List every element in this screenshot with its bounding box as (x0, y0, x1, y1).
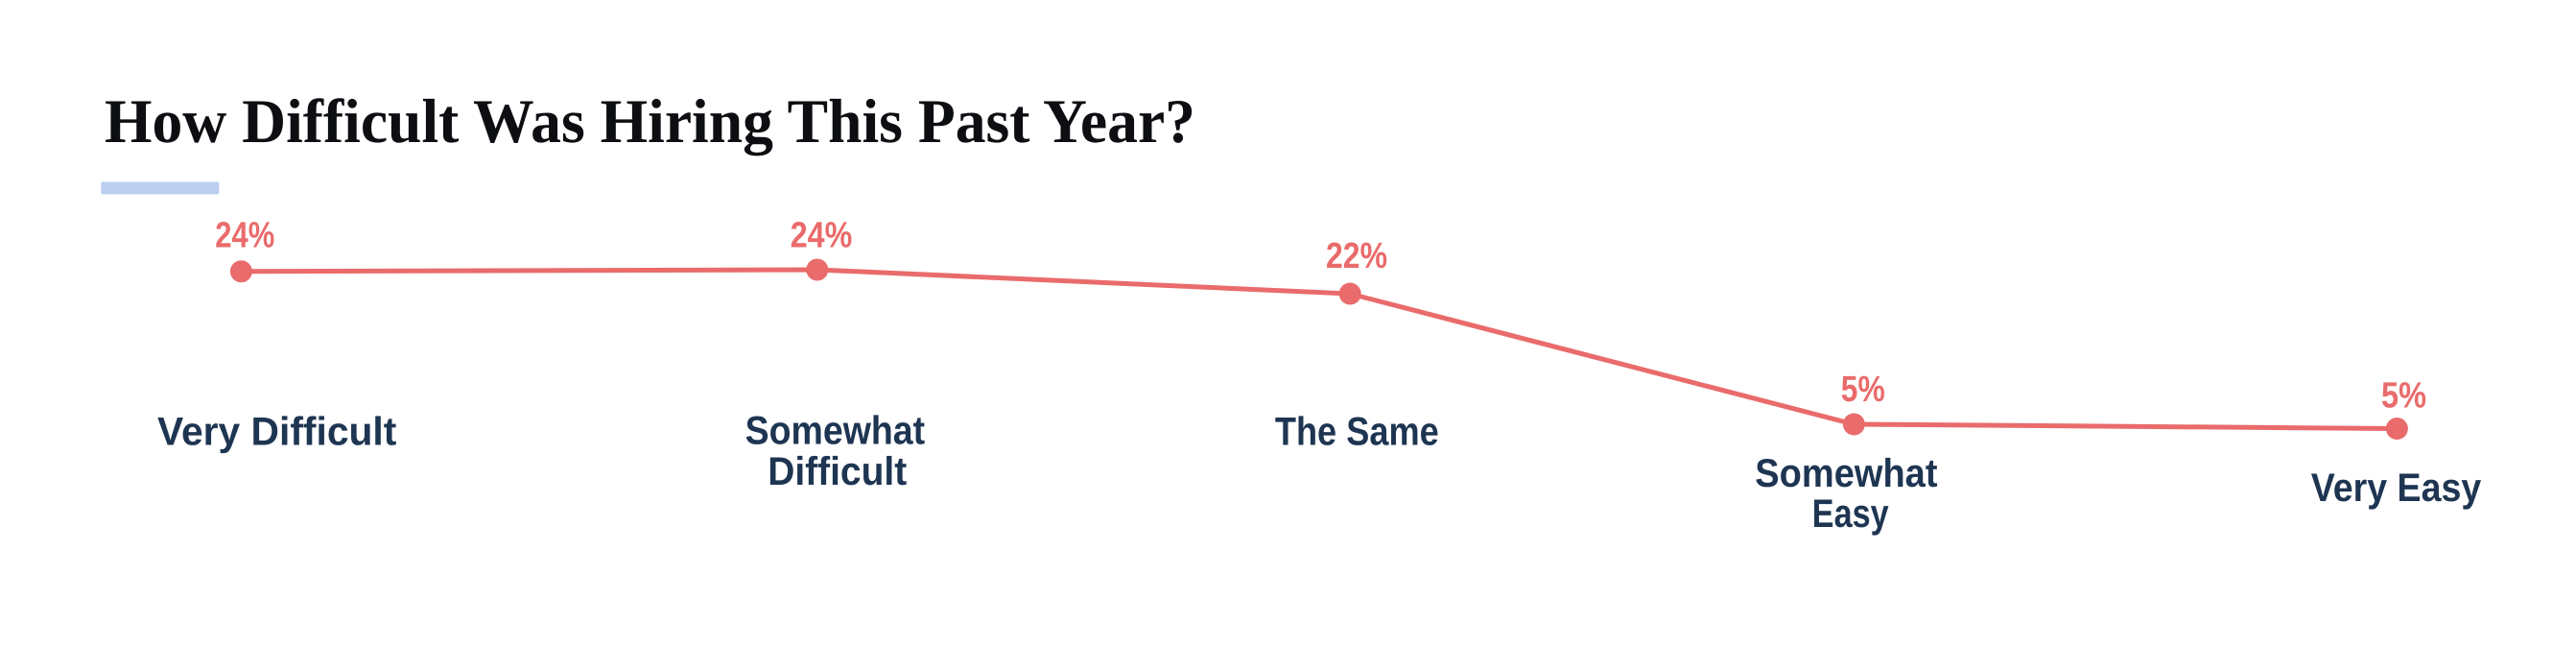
svg-text:Very Difficult: Very Difficult (157, 409, 396, 454)
svg-text:Somewhat: Somewhat (745, 408, 926, 453)
svg-text:22%: 22% (1326, 236, 1387, 276)
svg-text:5%: 5% (2381, 375, 2426, 416)
svg-text:Very Easy: Very Easy (2311, 465, 2481, 510)
svg-text:24%: 24% (791, 216, 853, 256)
svg-text:Difficult: Difficult (768, 448, 907, 493)
svg-text:How Difficult Was Hiring This: How Difficult Was Hiring This Past Year? (105, 87, 1195, 156)
svg-text:The Same: The Same (1275, 409, 1439, 454)
svg-text:Easy: Easy (1812, 490, 1889, 536)
svg-text:5%: 5% (1841, 370, 1885, 410)
svg-text:Somewhat: Somewhat (1755, 450, 1937, 495)
svg-text:24%: 24% (215, 216, 274, 256)
